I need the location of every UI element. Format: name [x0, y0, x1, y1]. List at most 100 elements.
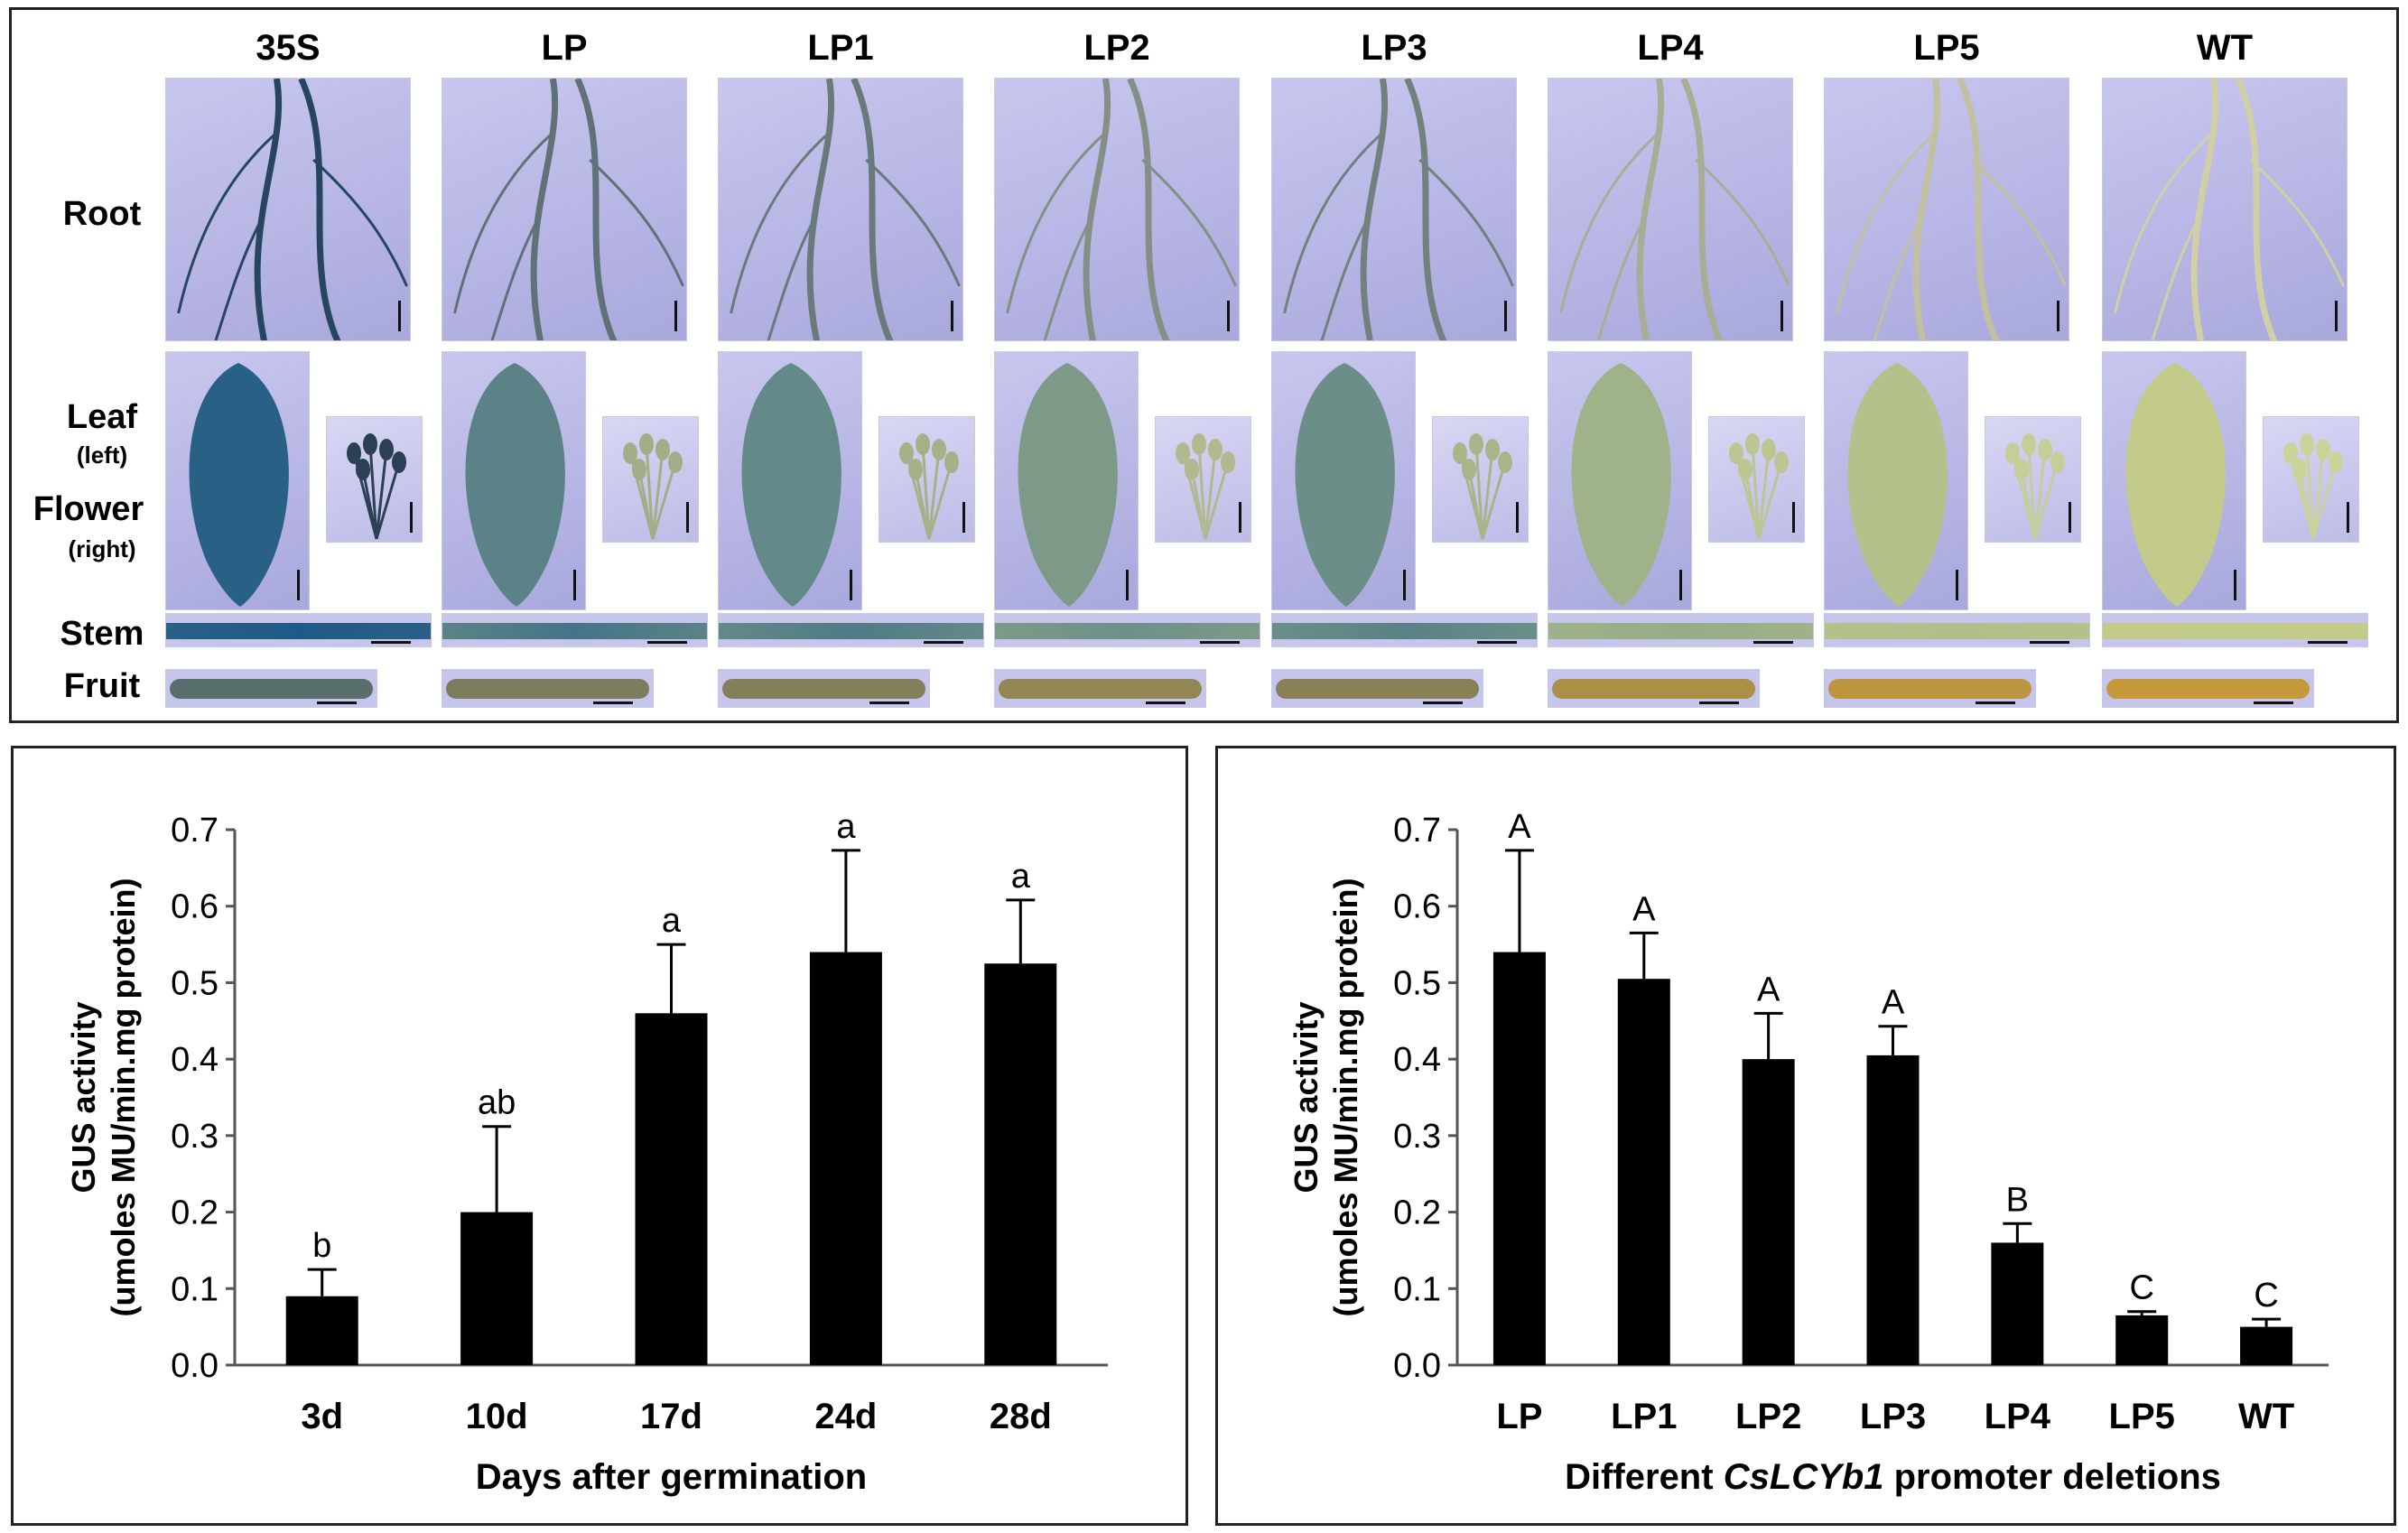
stem-segment [2103, 623, 2367, 639]
bar-3d [285, 1296, 358, 1365]
flower-stalk [2033, 449, 2047, 540]
flower-drawing [2283, 433, 2343, 540]
scale-bar [647, 641, 687, 644]
root-strand [1283, 131, 1384, 314]
scale-bar [1200, 641, 1240, 644]
root-strand [214, 213, 266, 340]
chart-promoter-deletions: 0.0 0.1 0.2 0.3 0.4 0.5 0.6 0.7 A LP A LP1 A LP2 A LP3 B… [1288, 808, 2329, 1497]
scale-bar [962, 502, 965, 533]
column-header-wt: WT [2196, 28, 2254, 68]
scale-bar [1227, 301, 1230, 331]
x-tick-label-24d: 24d [814, 1397, 877, 1436]
root-strand [1636, 79, 1665, 340]
row-label-root: Root [62, 195, 142, 233]
root-strand [1957, 79, 2000, 340]
flower-bud [899, 442, 914, 464]
fruit-photo-lp [442, 669, 654, 708]
leaf-photo-lp4 [1548, 351, 1692, 610]
scale-bar [1403, 570, 1406, 600]
flower-bud [1774, 451, 1789, 473]
leaf-drawing [189, 363, 289, 607]
leaf-blade [1847, 363, 1948, 607]
stem-segment [1825, 623, 2089, 639]
scale-bar [2057, 301, 2059, 331]
row-label-leaf: Leaf [66, 398, 138, 436]
root-strand [254, 79, 283, 340]
root-strand [453, 131, 554, 314]
leaf-drawing [1295, 363, 1395, 607]
stem-segment [1272, 623, 1537, 639]
leaf-photo-lp [442, 351, 586, 610]
flower-stalk [2311, 461, 2338, 540]
y-tick-label: 0.1 [171, 1270, 218, 1308]
root-drawing [730, 79, 961, 340]
root-strand [1836, 131, 1937, 314]
root-strand [574, 79, 618, 340]
stem-photo-lp1 [718, 613, 984, 647]
leaf-photo-lp1 [718, 351, 862, 610]
scale-bar [1126, 570, 1129, 600]
silique [999, 679, 1202, 699]
flower-bud [916, 433, 930, 455]
bar-lp4 [1991, 1242, 2044, 1365]
x-tick-label-3d: 3d [301, 1397, 343, 1436]
y-tick-label: 0.6 [1393, 888, 1441, 926]
leaf-blade [741, 363, 841, 607]
scale-bar [2335, 301, 2338, 331]
root-strand [865, 158, 961, 287]
flower-photo-lp [602, 416, 699, 543]
flower-bud [2050, 451, 2065, 473]
flower-stalk [1204, 461, 1230, 540]
flower-bud [2292, 459, 2307, 480]
root-strand [1127, 79, 1170, 340]
fruit-photo-35s [165, 669, 377, 708]
root-photo-lp1 [718, 78, 963, 341]
flower-bud [908, 459, 923, 480]
stem-segment [442, 623, 707, 639]
y-tick-label: 0.4 [171, 1041, 218, 1079]
flower-bud [2038, 439, 2052, 460]
significance-label-lp3: A [1882, 984, 1905, 1022]
silique [2106, 679, 2310, 699]
scale-bar [371, 641, 411, 644]
column-header-lp5: LP5 [1913, 28, 1980, 68]
x-tick-label-17d: 17d [640, 1397, 702, 1436]
root-strand [1873, 213, 1925, 340]
leaf-photo-lp3 [1271, 351, 1416, 610]
flower-stalk [2027, 443, 2037, 540]
scale-bar [1792, 502, 1795, 533]
root-strand [1360, 79, 1389, 340]
y-tick-label: 0.3 [1393, 1118, 1441, 1156]
root-strand [1043, 213, 1095, 340]
flower-stalk [368, 443, 378, 540]
flower-bud [2014, 459, 2029, 480]
column-header-lp3: LP3 [1361, 28, 1427, 68]
fruit-photo-lp4 [1548, 669, 1760, 708]
stem-photo-lp4 [1548, 613, 1814, 647]
root-drawing [1836, 79, 2067, 340]
flower-photo-lp5 [1985, 416, 2081, 543]
x-tick-label-10d: 10d [466, 1397, 528, 1436]
flower-drawing [899, 433, 959, 540]
bar-lp3 [1866, 1055, 1920, 1365]
y-tick-label: 0.7 [1393, 812, 1441, 850]
significance-label-17d: a [662, 902, 682, 940]
stem-photo-lp3 [1271, 613, 1538, 647]
root-strand [2190, 79, 2219, 340]
y-tick-label: 0.5 [1393, 964, 1441, 1002]
flower-bud [2005, 442, 2020, 464]
scale-bar [410, 502, 413, 533]
flower-bud [1221, 451, 1235, 473]
y-axis-subtitle: (umoles MU/min.mg protein) [105, 878, 142, 1317]
column-header-35s: 35S [256, 28, 321, 68]
flower-bud [347, 442, 361, 464]
flower-photo-lp2 [1155, 416, 1251, 543]
scale-bar [1753, 641, 1793, 644]
significance-label-lp4: B [2006, 1181, 2029, 1219]
y-tick-label: 0.2 [171, 1194, 218, 1232]
stem-segment [1548, 623, 1813, 639]
scale-bar [297, 570, 300, 600]
root-drawing [1283, 79, 1514, 340]
flower-photo-lp3 [1432, 416, 1529, 543]
root-strand [2249, 158, 2345, 287]
